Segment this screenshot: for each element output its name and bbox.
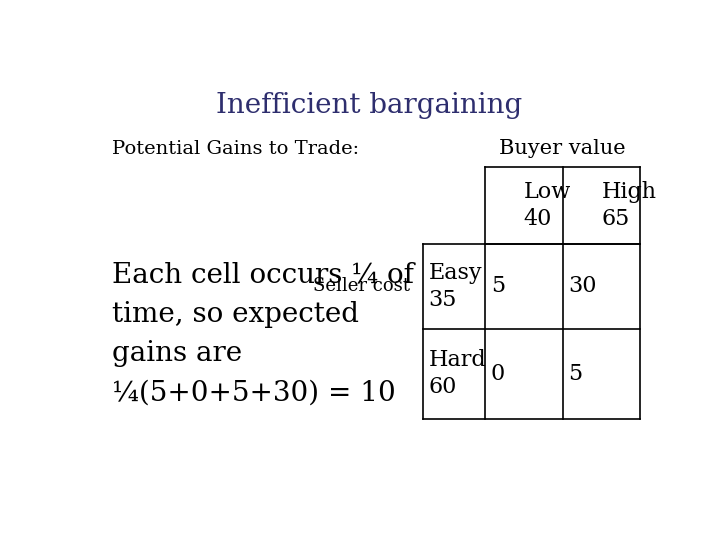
Text: Low
40: Low 40 [524,180,571,230]
Text: Easy
35: Easy 35 [428,262,482,310]
Text: Each cell occurs ¼ of: Each cell occurs ¼ of [112,261,414,288]
Text: Inefficient bargaining: Inefficient bargaining [216,92,522,119]
Text: 0: 0 [490,363,505,385]
Text: Hard
60: Hard 60 [428,349,487,399]
Text: time, so expected: time, so expected [112,301,359,328]
Text: Potential Gains to Trade:: Potential Gains to Trade: [112,140,359,158]
Text: Buyer value: Buyer value [499,139,626,158]
Text: 5: 5 [568,363,582,385]
Text: ¼(5+0+5+30) = 10: ¼(5+0+5+30) = 10 [112,380,396,407]
Text: 30: 30 [568,275,597,297]
Text: Seller cost: Seller cost [313,277,410,295]
Text: 5: 5 [490,275,505,297]
Text: gains are: gains are [112,340,243,367]
Text: High
65: High 65 [601,180,657,230]
